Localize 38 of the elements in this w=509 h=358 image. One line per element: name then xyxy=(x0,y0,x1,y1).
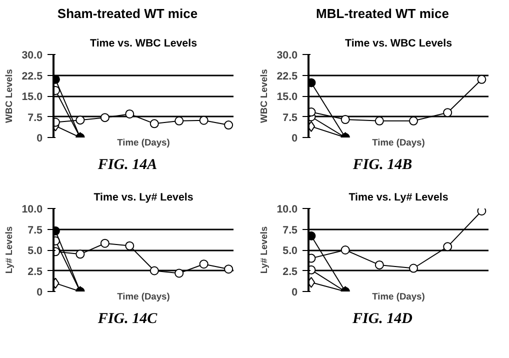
x-axis-title: Time (Days) xyxy=(117,292,170,302)
y-tick-label: 7.5 xyxy=(28,224,43,236)
y-tick-label: 2.5 xyxy=(28,266,43,278)
chart-title: Time vs. WBC Levels xyxy=(90,38,198,50)
y-tick-label: 22.5 xyxy=(276,70,298,82)
y-tick-label: 10.0 xyxy=(22,204,43,216)
x-axis-title: Time (Days) xyxy=(372,292,425,302)
y-tick-label: 10.0 xyxy=(276,204,298,216)
y-tick-label: 7.5 xyxy=(282,224,298,236)
x-axis-title: Time (Days) xyxy=(117,138,170,148)
y-axis-title: Ly# Levels xyxy=(258,226,269,274)
y-tick-label: 22.5 xyxy=(22,70,43,82)
y-tick-label: 15.0 xyxy=(276,91,298,103)
y-tick-label: 0 xyxy=(36,286,43,298)
y-tick-label: 15.0 xyxy=(22,91,43,103)
chart-title: Time vs. Ly# Levels xyxy=(348,192,448,204)
y-tick-label: 2.5 xyxy=(282,266,298,278)
caption: FIG. 14C xyxy=(98,310,158,329)
chart-title: Time vs. WBC Levels xyxy=(345,38,452,50)
text: MBL-treated WT mice xyxy=(316,5,449,23)
caption: FIG. 14A xyxy=(98,156,158,175)
text: Sham-treated WT mice xyxy=(57,5,198,23)
y-tick-label: 0 xyxy=(292,286,298,298)
caption: FIG. 14D xyxy=(352,310,412,329)
chart-title: Time vs. Ly# Levels xyxy=(94,192,194,204)
y-tick-label: 7.5 xyxy=(282,112,298,124)
y-axis-title: WBC Levels xyxy=(4,69,14,123)
y-tick-label: 30.0 xyxy=(22,50,43,62)
y-axis-title: Ly# Levels xyxy=(4,226,14,274)
x-axis-title: Time (Days) xyxy=(372,138,425,148)
y-tick-label: 0 xyxy=(36,132,43,144)
y-tick-label: 5.0 xyxy=(28,245,43,257)
y-tick-label: 0 xyxy=(292,132,298,144)
y-tick-label: 30.0 xyxy=(276,50,298,62)
y-tick-label: 7.5 xyxy=(28,112,43,124)
y-tick-label: 5.0 xyxy=(282,245,298,257)
caption: FIG. 14B xyxy=(352,156,412,175)
y-axis-title: WBC Levels xyxy=(258,69,269,123)
